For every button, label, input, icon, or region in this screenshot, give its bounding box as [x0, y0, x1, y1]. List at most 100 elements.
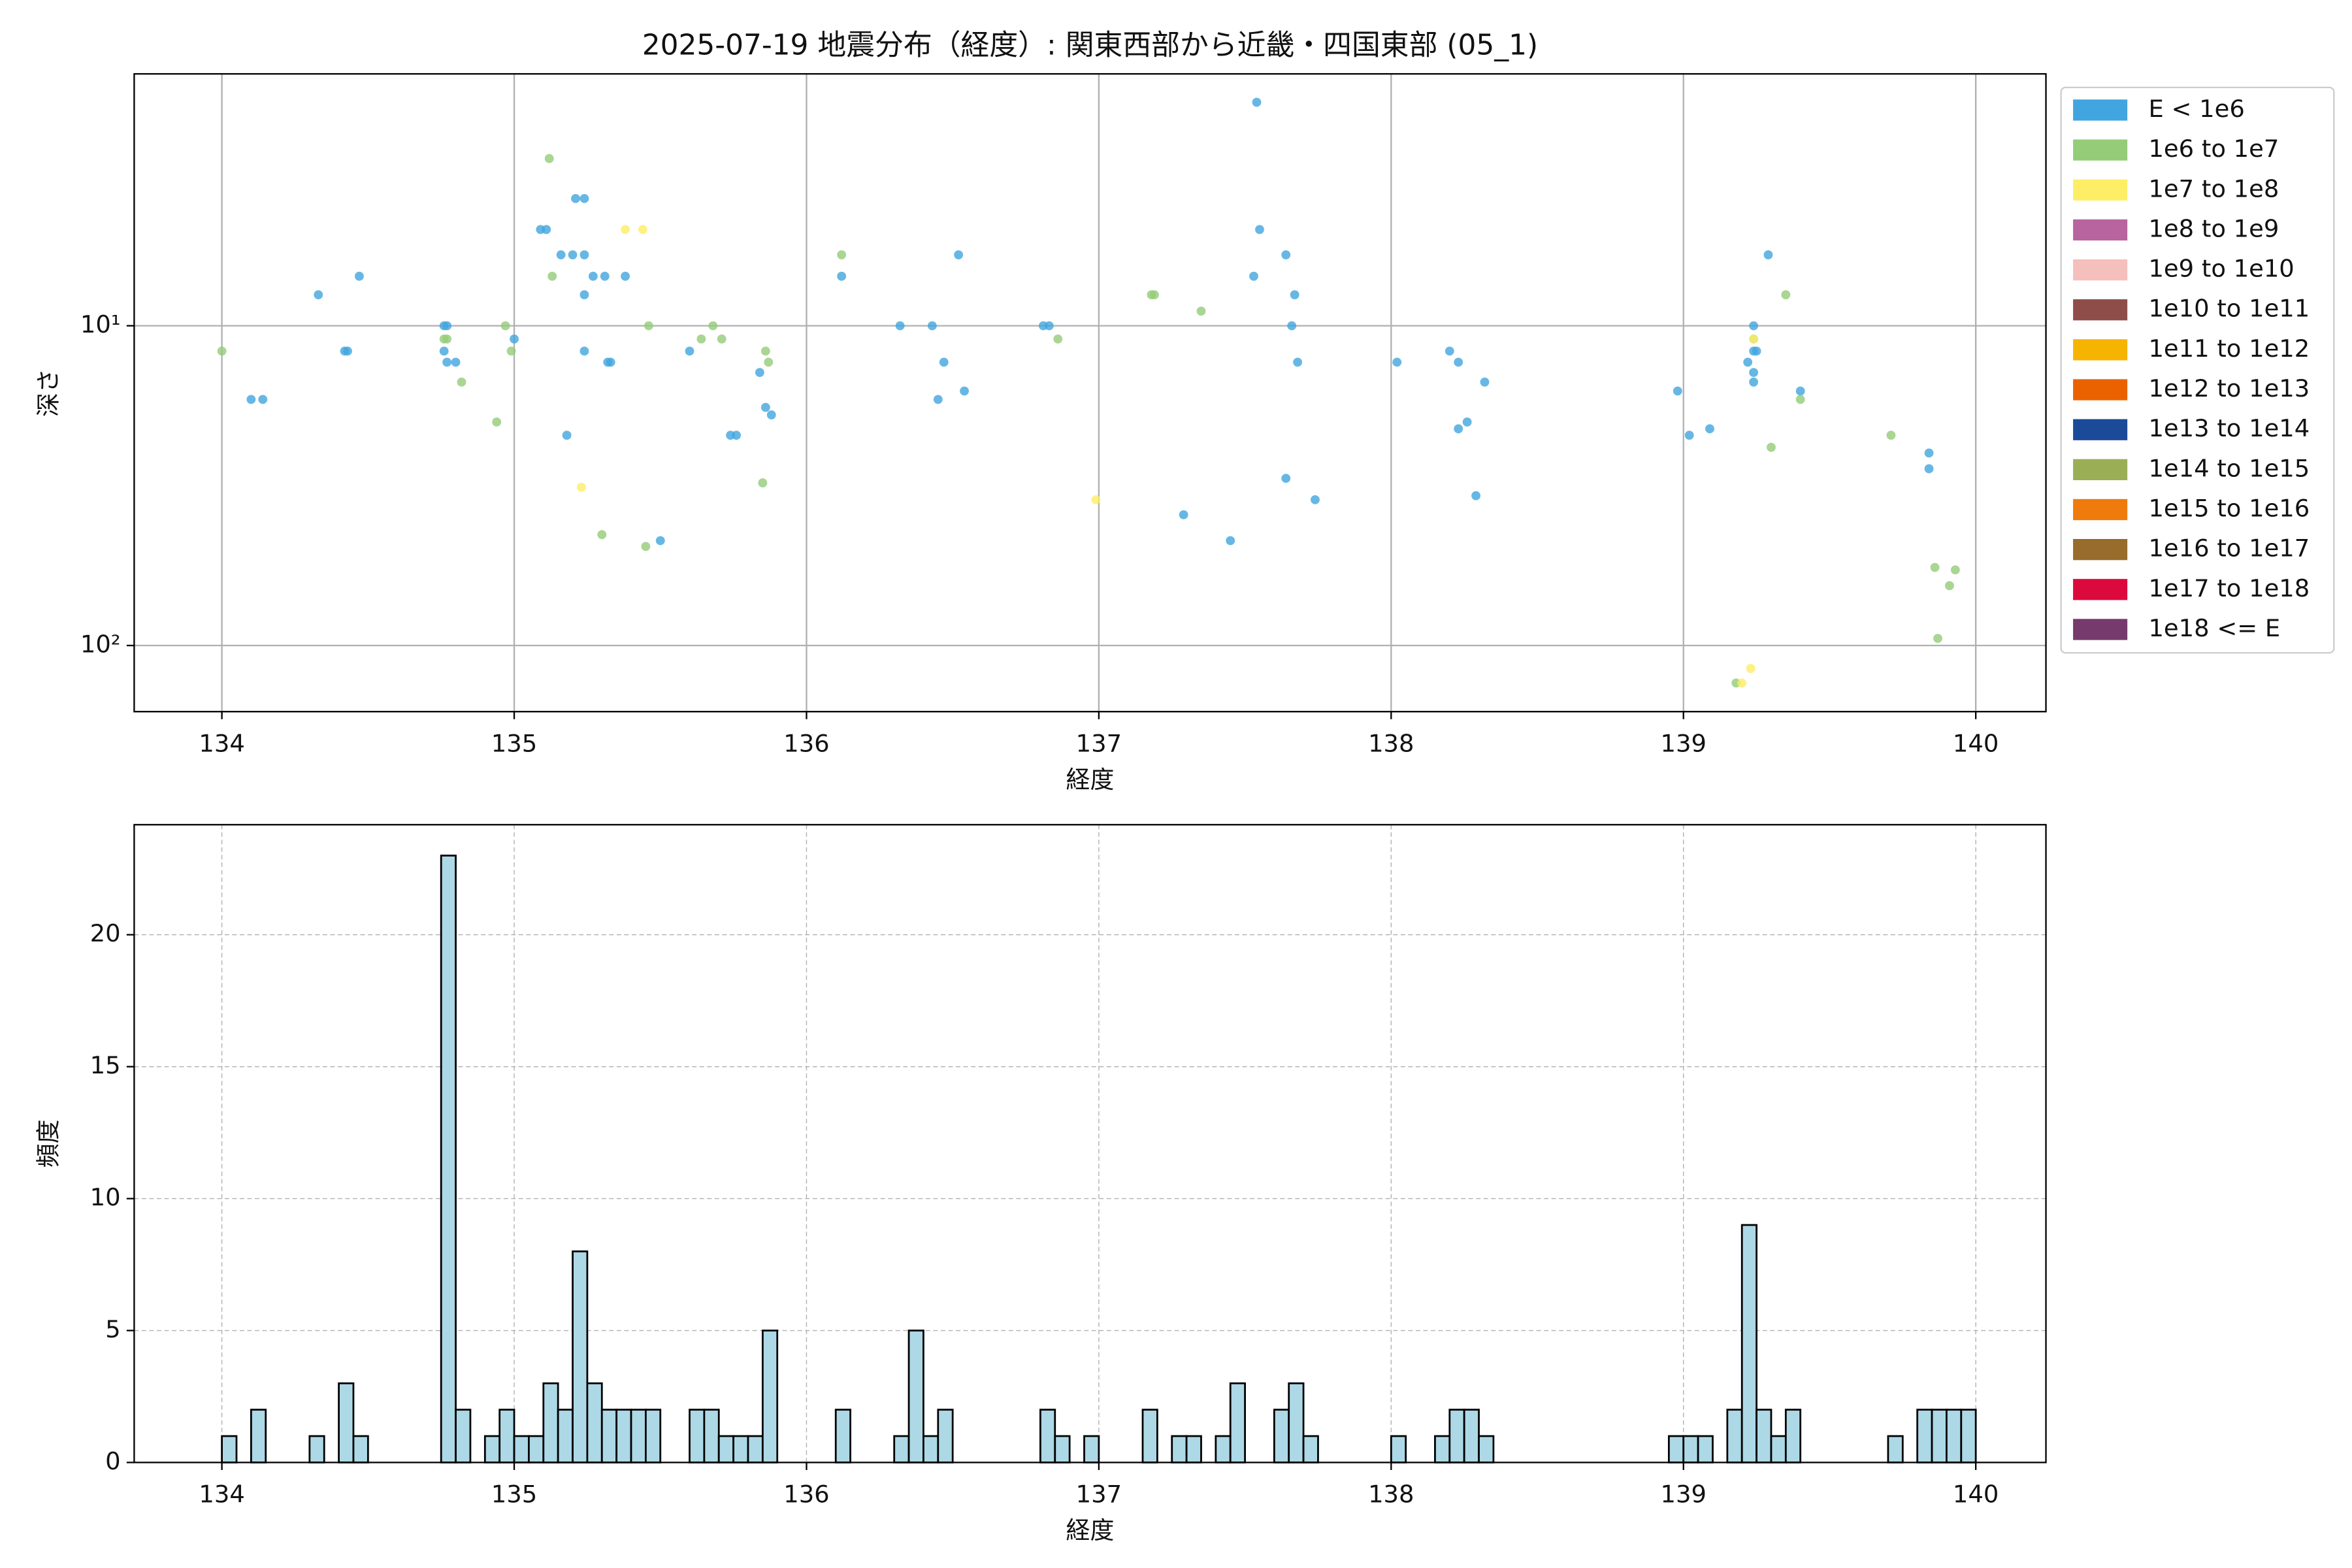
bar [1302, 1435, 1319, 1463]
data-point [556, 250, 566, 259]
data-point [954, 250, 964, 259]
data-point [766, 410, 776, 419]
x-tick-label: 140 [1953, 730, 1999, 758]
legend-swatch [2073, 259, 2128, 281]
data-point [1311, 495, 1320, 504]
bar [250, 1409, 267, 1463]
bar [893, 1435, 910, 1463]
data-point [933, 395, 943, 404]
bar [1448, 1409, 1465, 1463]
bar [1478, 1435, 1495, 1463]
data-point [696, 334, 706, 344]
bar [630, 1409, 647, 1463]
bar [937, 1409, 954, 1463]
data-point [1673, 386, 1682, 396]
data-point [717, 334, 727, 344]
data-point [442, 321, 452, 331]
data-point [1767, 442, 1776, 452]
data-point [685, 346, 694, 356]
data-point [895, 321, 905, 331]
x-tick-label: 135 [491, 1480, 537, 1509]
legend-swatch [2073, 419, 2128, 440]
legend-swatch [2073, 179, 2128, 201]
data-point [442, 357, 452, 367]
bar [586, 1382, 603, 1463]
data-point [1287, 321, 1297, 331]
data-point [1445, 346, 1454, 356]
data-point [1480, 377, 1490, 387]
y-tick-label: 0 [105, 1447, 120, 1475]
data-point [837, 271, 847, 281]
legend-swatch [2073, 339, 2128, 361]
x-tick-label: 134 [199, 730, 244, 758]
data-point [644, 321, 653, 331]
bar [1784, 1409, 1802, 1463]
data-point [1886, 431, 1896, 440]
bar [1697, 1435, 1714, 1463]
data-point [960, 386, 969, 396]
data-point [1795, 386, 1805, 396]
data-point [1290, 290, 1299, 300]
x-axis-label: 経度 [1066, 1516, 1115, 1544]
data-point [638, 225, 647, 235]
bar [308, 1435, 325, 1463]
x-tick-label: 134 [199, 1480, 244, 1509]
legend-swatch [2073, 99, 2128, 121]
bar [1083, 1435, 1100, 1463]
bar [732, 1435, 749, 1463]
data-point [1226, 536, 1235, 546]
data-point [451, 357, 461, 367]
data-point [1044, 321, 1054, 331]
legend-label: 1e15 to 1e16 [2148, 495, 2310, 523]
legend-swatch [2073, 619, 2128, 640]
data-point [547, 271, 557, 281]
data-point [580, 346, 589, 356]
data-point [1749, 321, 1759, 331]
data-point [1930, 563, 1940, 572]
bar [483, 1435, 501, 1463]
y-tick-label: 15 [90, 1051, 121, 1079]
data-point [1746, 664, 1756, 674]
bar [834, 1409, 851, 1463]
bar [542, 1382, 559, 1463]
data-point [641, 542, 651, 551]
data-point [755, 368, 764, 378]
y-tick-label: 10² [80, 630, 121, 659]
data-point [1749, 334, 1759, 344]
x-tick-label: 137 [1076, 1480, 1122, 1509]
bar [1215, 1435, 1232, 1463]
data-point [732, 431, 742, 440]
legend-label: 1e8 to 1e9 [2148, 214, 2279, 242]
legend-swatch [2073, 139, 2128, 161]
data-point [544, 154, 554, 163]
bar [1960, 1409, 1977, 1463]
data-point [600, 271, 610, 281]
x-tick-label: 136 [783, 730, 829, 758]
x-tick-label: 139 [1661, 730, 1707, 758]
legend-label: 1e14 to 1e15 [2148, 454, 2310, 482]
data-point [442, 334, 452, 344]
data-point [1933, 634, 1942, 644]
data-point [1293, 357, 1303, 367]
data-point [506, 346, 516, 356]
data-point [597, 530, 607, 540]
plot-frame [133, 824, 2047, 1463]
data-point [577, 482, 586, 492]
data-point [1749, 377, 1759, 387]
data-point [457, 377, 466, 387]
bar [221, 1435, 238, 1463]
data-point [1950, 565, 1960, 575]
bar [747, 1435, 764, 1463]
data-point [580, 193, 589, 203]
legend-label: 1e17 to 1e18 [2148, 574, 2310, 602]
data-point [492, 417, 502, 427]
bar [600, 1409, 618, 1463]
x-tick-label: 140 [1953, 1480, 1999, 1509]
bar [1273, 1409, 1290, 1463]
plot-frame [133, 73, 2047, 713]
legend-swatch [2073, 459, 2128, 480]
data-point [1255, 225, 1264, 235]
data-point [542, 225, 551, 235]
data-point [1149, 290, 1159, 300]
bar [1463, 1409, 1480, 1463]
